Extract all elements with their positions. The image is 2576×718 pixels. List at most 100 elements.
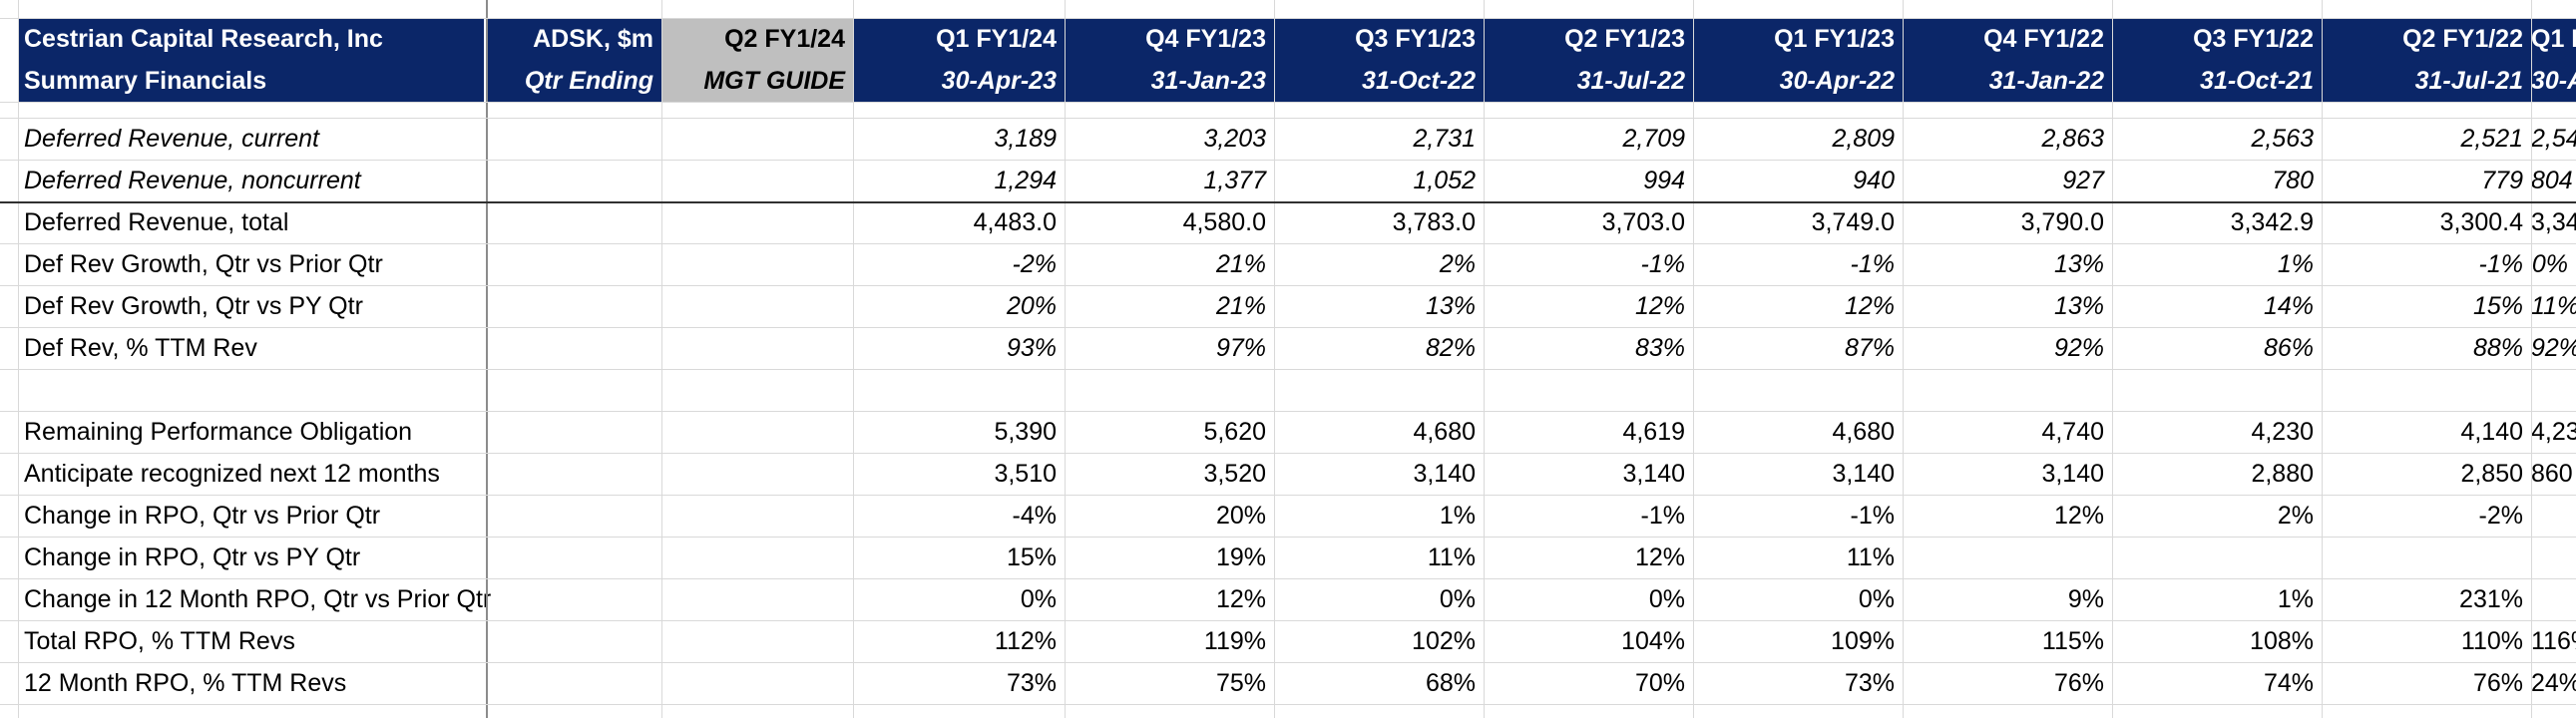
data-cell[interactable]: 24% [2531,669,2576,697]
data-cell[interactable]: 13% [1425,292,1476,320]
period-label[interactable]: Q4 FY1/22 [1983,25,2104,53]
data-cell[interactable]: 15% [2472,292,2523,320]
data-cell[interactable]: 20% [1006,292,1057,320]
row-label[interactable]: Remaining Performance Obligation [24,418,413,446]
data-cell[interactable]: 88% [2472,334,2523,362]
row-label[interactable]: Def Rev, % TTM Rev [24,334,257,362]
period-label[interactable]: Q1 FY1/22 [2531,25,2576,53]
data-cell[interactable]: 994 [1643,167,1685,194]
data-cell[interactable]: 5,390 [994,418,1057,446]
period-date[interactable]: 30-Apr-22 [1779,67,1895,95]
data-cell[interactable]: 0% [1020,585,1057,613]
data-cell[interactable]: 82% [1425,334,1476,362]
row-label[interactable]: Def Rev Growth, Qtr vs PY Qtr [24,292,363,320]
data-cell[interactable]: 2,709 [1622,125,1685,153]
row-label[interactable]: Deferred Revenue, total [24,208,289,236]
data-cell[interactable]: 119% [1203,627,1266,655]
period-date[interactable]: 31-Jan-22 [1988,67,2104,95]
period-label[interactable]: Q1 FY1/23 [1774,25,1895,53]
period-label[interactable]: Q3 FY1/23 [1355,25,1476,53]
ticker-label[interactable]: ADSK, $m [533,25,653,53]
period-date[interactable]: 31-Jul-21 [2414,67,2523,95]
period-label[interactable]: Q2 FY1/22 [2402,25,2523,53]
period-date[interactable]: 31-Oct-21 [2200,67,2314,95]
data-cell[interactable]: 804 [2531,167,2573,194]
period-date[interactable]: 31-Oct-22 [1362,67,1476,95]
data-cell[interactable]: 1% [2277,250,2314,278]
row-label[interactable]: Anticipate recognized next 12 months [24,460,440,488]
data-cell[interactable]: 12% [1634,292,1685,320]
data-cell[interactable]: 4,230 [2251,418,2314,446]
data-cell[interactable]: 104% [1621,627,1685,655]
period-date[interactable]: 31-Jul-22 [1576,67,1685,95]
qtr-ending-label[interactable]: Qtr Ending [524,67,653,95]
row-label[interactable]: Change in RPO, Qtr vs PY Qtr [24,543,361,571]
data-cell[interactable]: 11% [1846,543,1895,571]
data-cell[interactable]: 3,140 [1413,460,1476,488]
data-cell[interactable]: 12% [1215,585,1266,613]
data-cell[interactable]: 4,619 [1622,418,1685,446]
data-cell[interactable]: 12% [1634,543,1685,571]
data-cell[interactable]: 3,140 [1622,460,1685,488]
data-cell[interactable]: 93% [1006,334,1057,362]
data-cell[interactable]: 76% [2472,669,2523,697]
data-cell[interactable]: 73% [1006,669,1057,697]
data-cell[interactable]: 927 [2062,167,2104,194]
data-cell[interactable]: 0% [1648,585,1685,613]
data-cell[interactable]: 860 [2531,460,2573,488]
data-cell[interactable]: 75% [1215,669,1266,697]
data-cell[interactable]: 4,680 [1832,418,1895,446]
data-cell[interactable]: 2,541 [2531,125,2576,153]
data-cell[interactable]: 14% [2263,292,2314,320]
period-label[interactable]: Q2 FY1/23 [1564,25,1685,53]
data-cell[interactable]: 3,342.9 [2230,208,2314,236]
data-cell[interactable]: 5,620 [1203,418,1266,446]
data-cell[interactable]: 0% [2531,250,2568,278]
data-cell[interactable]: 3,345.0 [2531,208,2576,236]
row-label[interactable]: Change in RPO, Qtr vs Prior Qtr [24,502,381,530]
data-cell[interactable]: 3,140 [2041,460,2104,488]
data-cell[interactable]: 87% [1844,334,1895,362]
data-cell[interactable]: -4% [1012,502,1057,530]
data-cell[interactable]: 4,140 [2460,418,2523,446]
data-cell[interactable]: 21% [1215,292,1266,320]
data-cell[interactable]: 4,580.0 [1182,208,1266,236]
row-label[interactable]: Change in 12 Month RPO, Qtr vs Prior Qtr [24,585,492,613]
data-cell[interactable]: 1,377 [1203,167,1266,194]
data-cell[interactable]: 3,510 [994,460,1057,488]
data-cell[interactable]: 2,563 [2251,125,2314,153]
data-cell[interactable]: 4,680 [1413,418,1476,446]
data-cell[interactable]: 0% [1439,585,1476,613]
data-cell[interactable]: 2,850 [2460,460,2523,488]
data-cell[interactable]: -1% [1640,250,1685,278]
data-cell[interactable]: 15% [1006,543,1057,571]
data-cell[interactable]: 73% [1844,669,1895,697]
data-cell[interactable]: 1,052 [1413,167,1476,194]
period-date[interactable]: 31-Jan-23 [1150,67,1266,95]
data-cell[interactable]: 779 [2481,167,2523,194]
data-cell[interactable]: 0% [1858,585,1895,613]
data-cell[interactable]: 3,520 [1203,460,1266,488]
data-cell[interactable]: 3,749.0 [1811,208,1895,236]
data-cell[interactable]: 4,230 [2531,418,2576,446]
data-cell[interactable]: 1% [2277,585,2314,613]
data-cell[interactable]: -1% [1640,502,1685,530]
data-cell[interactable]: 231% [2459,585,2523,613]
mgt-guide-label[interactable]: MGT GUIDE [703,67,845,95]
data-cell[interactable]: 12% [1844,292,1895,320]
data-cell[interactable]: 4,483.0 [973,208,1057,236]
data-cell[interactable]: 108% [2250,627,2314,655]
data-cell[interactable]: 20% [1215,502,1266,530]
data-cell[interactable]: 21% [1215,250,1266,278]
data-cell[interactable]: 3,790.0 [2020,208,2104,236]
guide-period-label[interactable]: Q2 FY1/24 [724,25,845,53]
data-cell[interactable]: 70% [1634,669,1685,697]
data-cell[interactable]: 1,294 [994,167,1057,194]
data-cell[interactable]: 2,521 [2460,125,2523,153]
data-cell[interactable]: 2,880 [2251,460,2314,488]
data-cell[interactable]: 12% [2053,502,2104,530]
data-cell[interactable]: 3,300.4 [2439,208,2523,236]
data-cell[interactable]: 19% [1215,543,1266,571]
period-label[interactable]: Q4 FY1/23 [1145,25,1266,53]
period-date[interactable]: 30-Apr-23 [941,67,1057,95]
